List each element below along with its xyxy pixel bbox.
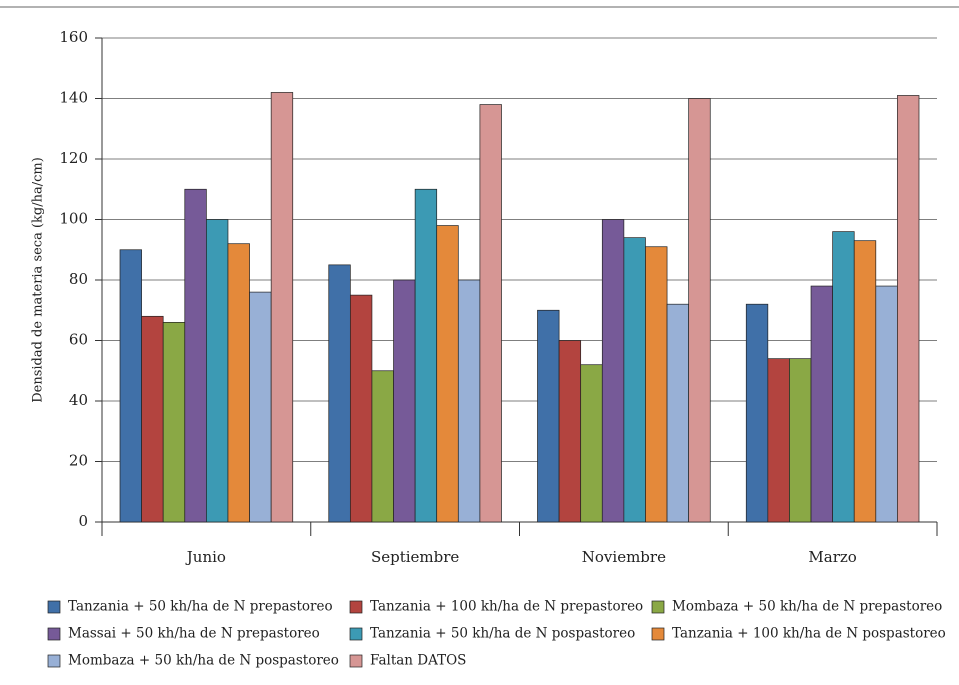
bar [206, 219, 229, 523]
legend-swatch [47, 600, 61, 614]
y-tick-label: 100 [59, 210, 88, 228]
y-tick-label: 160 [59, 28, 88, 46]
bar [623, 237, 646, 523]
y-tick-label: 120 [59, 149, 88, 167]
bar [745, 303, 769, 523]
bar [645, 246, 668, 523]
x-tick-label: Marzo [808, 548, 856, 566]
bar [789, 358, 812, 523]
bar [853, 240, 877, 523]
bar [119, 249, 142, 523]
legend-swatch [47, 654, 61, 668]
x-tick-label: Junio [185, 548, 226, 566]
bar [184, 188, 207, 523]
bar [457, 279, 481, 523]
legend-swatch [651, 627, 665, 641]
bar [767, 358, 790, 523]
legend-swatch [651, 600, 665, 614]
legend-label: Mombaza + 50 kh/ha de N pospastoreo [68, 653, 339, 669]
bar [349, 294, 373, 523]
bar [371, 370, 394, 523]
bar [875, 285, 898, 523]
legend-label: Massai + 50 kh/ha de N prepastoreo [68, 626, 320, 642]
bar [393, 279, 416, 523]
bar [580, 364, 603, 523]
bar [141, 315, 164, 523]
bar [249, 291, 272, 523]
bar [897, 95, 920, 523]
legend-label: Faltan DATOS [370, 653, 466, 669]
legend-label: Tanzania + 50 kh/ha de N pospastoreo [370, 626, 635, 642]
bar [832, 231, 855, 523]
bar [666, 303, 690, 523]
y-tick-label: 0 [78, 512, 88, 530]
bar [688, 98, 711, 523]
y-axis-label: Densidad de materia seca (kg/ha/cm) [31, 157, 46, 403]
legend-label: Mombaza + 50 kh/ha de N prepastoreo [672, 599, 942, 615]
y-tick-label: 20 [69, 452, 88, 470]
bar [328, 264, 351, 523]
legend-label: Tanzania + 100 kh/ha de N pospastoreo [672, 626, 946, 642]
legend-label: Tanzania + 100 kh/ha de N prepastoreo [370, 599, 643, 615]
y-tick-label: 40 [69, 391, 88, 409]
legend-swatch [349, 600, 363, 614]
bar [227, 243, 250, 523]
y-tick-label: 60 [69, 331, 88, 349]
bar [270, 92, 294, 523]
legend-swatch [349, 654, 363, 668]
bar [810, 285, 833, 523]
legend-label: Tanzania + 50 kh/ha de N prepastoreo [68, 599, 333, 615]
legend-swatch [47, 627, 61, 641]
legend-swatch [349, 627, 363, 641]
bar [537, 309, 560, 523]
bar [162, 322, 186, 523]
bar [414, 188, 438, 523]
bar [436, 225, 459, 523]
bar [558, 340, 582, 523]
bar [601, 219, 625, 523]
y-tick-label: 80 [69, 270, 88, 288]
x-tick-label: Septiembre [371, 548, 459, 566]
bar [479, 104, 502, 523]
x-tick-label: Noviembre [582, 548, 666, 566]
y-tick-label: 140 [59, 89, 88, 107]
